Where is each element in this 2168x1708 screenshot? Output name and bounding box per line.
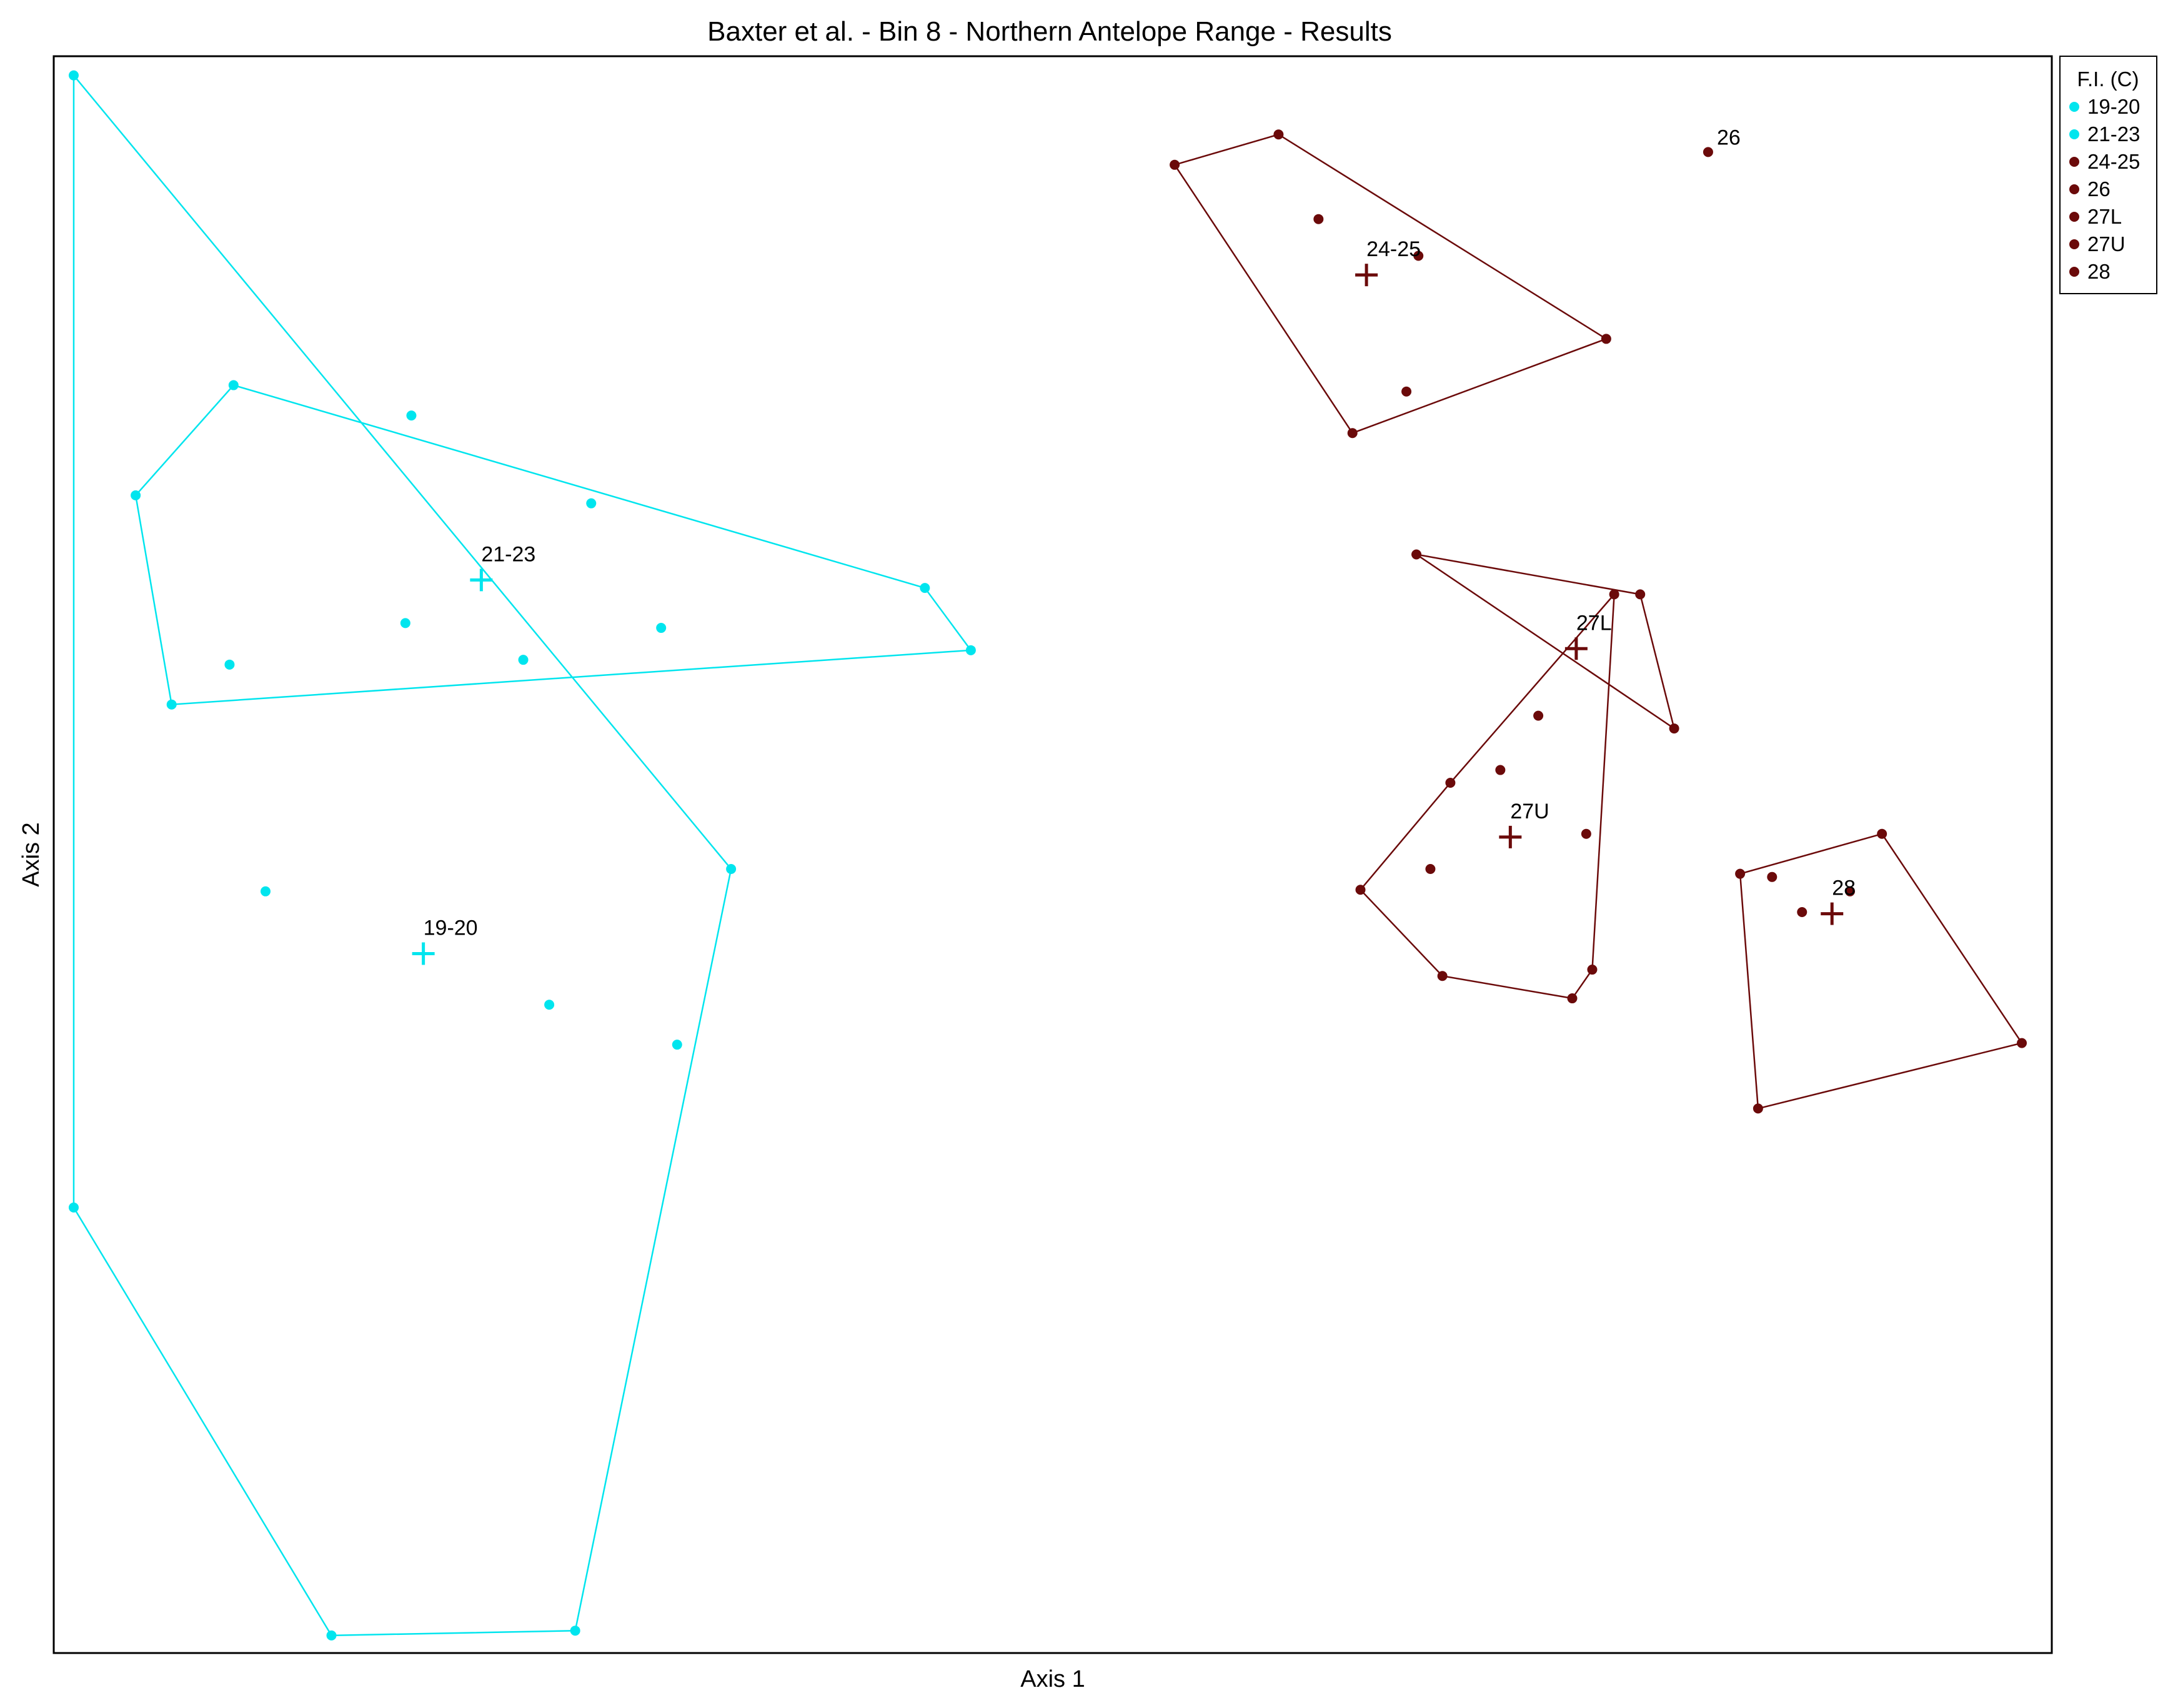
y-axis-label: Axis 2: [18, 822, 44, 886]
data-point-19-20-4: [726, 864, 737, 875]
data-point-28-3: [1753, 1103, 1763, 1114]
data-point-27u-5: [1587, 965, 1598, 975]
data-point-19-20-8: [672, 1040, 682, 1050]
data-point-27u-9: [1425, 864, 1436, 875]
data-point-24-25-6: [1401, 386, 1412, 397]
centroid-label-21-23: 21-23: [481, 542, 535, 566]
legend-marker-28: [2069, 267, 2079, 277]
legend-title: F.I. (C): [2077, 67, 2139, 91]
data-point-21-23-2: [166, 699, 177, 710]
data-point-19-20-7: [544, 1000, 555, 1010]
legend-label-21-23: 21-23: [2087, 122, 2140, 146]
legend-items: 19-20 21-23 24-25 26 27L 27U 28: [2069, 95, 2140, 283]
data-point-19-20-5: [518, 655, 529, 665]
data-point-27u-7: [1495, 765, 1506, 775]
legend-marker-21-23: [2069, 129, 2079, 139]
legend-marker-27u: [2069, 239, 2079, 249]
legend-label-19-20: 19-20: [2087, 95, 2140, 118]
legend-marker-26: [2069, 184, 2079, 194]
centroid-label-19-20: 19-20: [424, 916, 478, 940]
data-point-21-23-9: [656, 623, 667, 633]
data-point-28-1: [1877, 828, 1887, 839]
point-layer: [68, 70, 2027, 1641]
centroid-layer: 19-20 21-23 24-25 26 27L 27U 28: [412, 126, 1856, 965]
centroid-label-28: 28: [1832, 876, 1856, 900]
data-point-24-25-4: [1313, 214, 1324, 224]
data-point-27l-0: [1411, 549, 1422, 560]
legend-label-28: 28: [2087, 260, 2111, 283]
legend-marker-24-25: [2069, 157, 2079, 167]
data-point-21-23-4: [586, 498, 597, 509]
data-point-28-5: [1797, 907, 1807, 918]
data-point-27u-3: [1437, 971, 1448, 981]
data-point-19-20-2: [326, 1630, 337, 1641]
data-point-21-23-5: [920, 583, 930, 593]
centroid-label-27l: 27L: [1576, 611, 1612, 635]
data-point-28-2: [2017, 1038, 2027, 1048]
data-point-21-23-0: [228, 380, 239, 390]
hull-layer: [72, 73, 2024, 1637]
legend-label-27l: 27L: [2087, 205, 2122, 228]
x-axis-label: Axis 1: [1020, 1666, 1085, 1692]
legend: F.I. (C) 19-20 21-23 24-25 26 27L 27U 28: [2059, 56, 2157, 294]
data-point-24-25-0: [1170, 159, 1180, 170]
data-point-21-23-8: [400, 618, 410, 628]
legend-label-24-25: 24-25: [2087, 150, 2140, 173]
legend-marker-19-20: [2069, 102, 2079, 112]
data-point-19-20-0: [68, 70, 79, 81]
data-point-24-25-3: [1347, 428, 1358, 439]
data-point-28-4: [1767, 871, 1778, 882]
hull-24-25: [1173, 133, 1608, 434]
data-point-27l-2: [1669, 723, 1679, 734]
hull-28: [1739, 833, 2024, 1110]
data-point-28-0: [1735, 868, 1746, 879]
data-point-24-25-1: [1273, 129, 1284, 140]
data-point-27u-2: [1355, 885, 1366, 895]
data-point-28-6: [1845, 886, 1856, 896]
legend-label-27u: 27U: [2087, 232, 2126, 256]
legend-marker-27l: [2069, 212, 2079, 222]
data-point-27l-1: [1635, 589, 1646, 600]
data-point-27u-0: [1609, 589, 1619, 600]
data-point-27u-1: [1445, 777, 1456, 788]
legend-box: [2059, 56, 2157, 294]
data-point-19-20-6: [260, 886, 271, 896]
hull-27l: [1416, 554, 1676, 730]
plot-frame: [52, 55, 2053, 1654]
chart-title: Baxter et al. - Bin 8 - Northern Antelop…: [707, 16, 1392, 47]
data-point-27u-6: [1533, 710, 1544, 721]
point-label-26: 26: [1717, 126, 1741, 149]
data-point-27u-4: [1567, 993, 1578, 1004]
data-point-21-23-3: [406, 410, 417, 421]
data-point-24-25-2: [1601, 334, 1611, 344]
data-point-21-23-6: [965, 645, 976, 655]
data-point-21-23-7: [224, 659, 235, 670]
centroid-label-24-25: 24-25: [1366, 237, 1421, 261]
legend-label-26: 26: [2087, 177, 2111, 201]
centroid-label-27u: 27U: [1510, 800, 1549, 823]
data-point-24-25-5: [1413, 251, 1424, 261]
data-point-26-0: [1703, 147, 1713, 157]
data-point-19-20-1: [68, 1202, 79, 1213]
data-point-19-20-3: [570, 1626, 580, 1636]
hull-21-23: [134, 384, 973, 706]
hull-19-20: [72, 73, 732, 1637]
data-point-27u-8: [1581, 828, 1591, 839]
data-point-21-23-1: [131, 490, 141, 500]
